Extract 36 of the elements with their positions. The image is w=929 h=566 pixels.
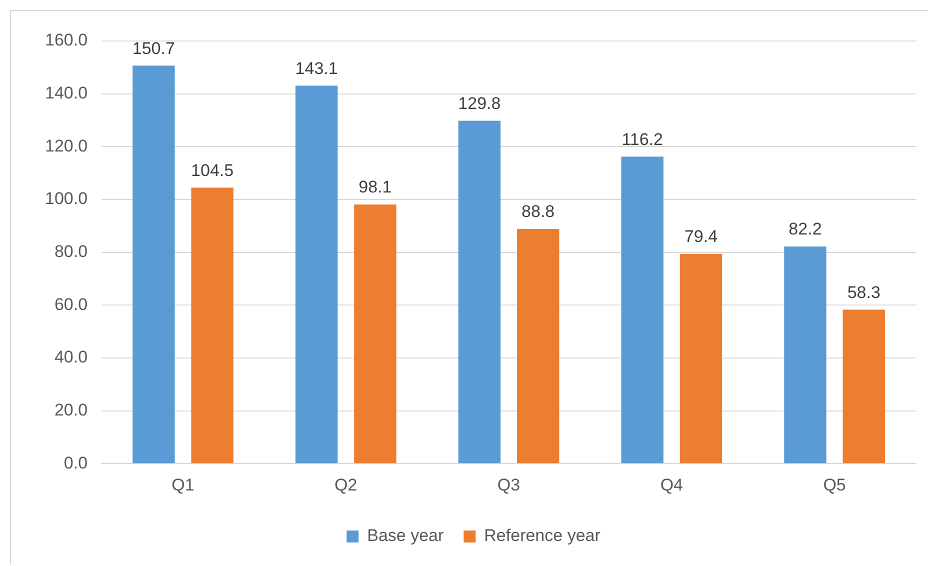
data-label: 88.8 (522, 202, 555, 222)
y-tick-label: 0.0 (64, 453, 88, 472)
bar (621, 156, 664, 464)
bar (191, 188, 234, 464)
x-tick-label: Q1 (172, 475, 194, 494)
bar (354, 204, 396, 464)
legend-label: Reference year (484, 526, 601, 546)
legend-label: Base year (367, 526, 444, 546)
bar (132, 66, 175, 464)
y-tick-label: 140.0 (44, 84, 88, 103)
y-tick-label: 20.0 (54, 400, 88, 420)
data-label: 98.1 (358, 178, 392, 197)
y-tick-label: 160.0 (44, 30, 88, 50)
bar (842, 310, 885, 464)
x-tick-label: Q5 (823, 475, 846, 494)
data-label: 82.2 (788, 220, 822, 239)
bar (516, 229, 560, 464)
bar (680, 254, 722, 464)
bar (784, 246, 826, 464)
y-tick-label: 100.0 (44, 189, 88, 208)
data-label: 58.3 (847, 282, 880, 302)
data-label: 116.2 (622, 130, 663, 149)
y-tick-label: 80.0 (54, 242, 88, 261)
y-tick-label: 120.0 (44, 136, 88, 156)
data-label: 129.8 (458, 94, 501, 113)
data-label: 104.5 (191, 160, 234, 180)
data-label: 79.4 (684, 227, 718, 246)
y-tick-label: 60.0 (54, 294, 88, 314)
bar (295, 86, 338, 464)
data-label: 150.7 (132, 38, 175, 58)
y-tick-label: 40.0 (54, 348, 88, 367)
x-tick-label: Q2 (334, 475, 358, 494)
x-tick-label: Q4 (660, 475, 684, 494)
x-tick-label: Q3 (497, 475, 520, 494)
data-label: 143.1 (295, 58, 338, 78)
bar (458, 120, 501, 464)
